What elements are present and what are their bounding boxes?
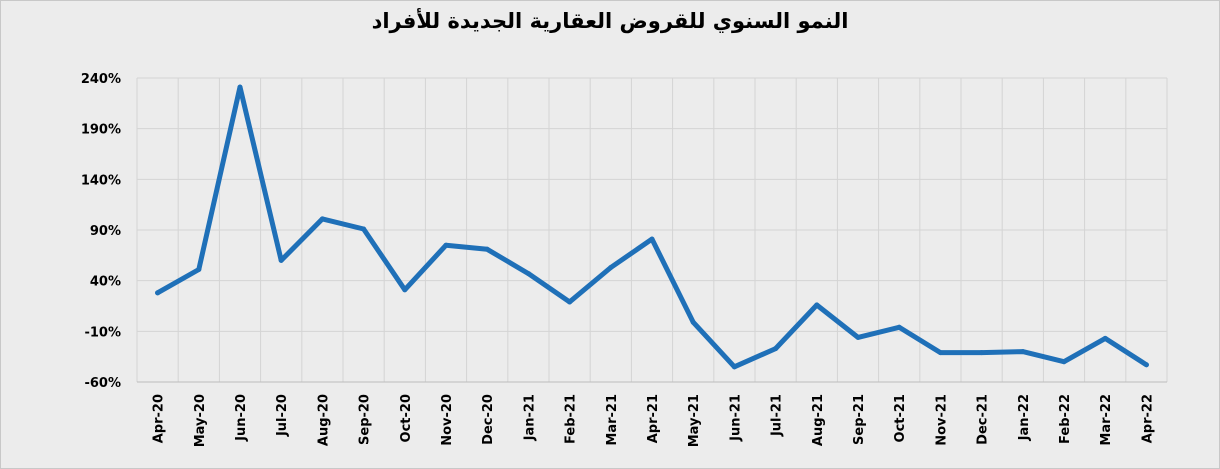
data-point	[1061, 359, 1067, 365]
data-point	[896, 324, 902, 330]
data-point	[608, 264, 614, 270]
data-point	[773, 346, 779, 352]
data-point	[979, 350, 985, 356]
x-tick-label: Aug-21	[811, 394, 826, 446]
data-point	[855, 334, 861, 340]
y-tick-label: 240%	[81, 72, 121, 87]
data-point	[319, 216, 325, 222]
data-point	[525, 271, 531, 277]
data-point	[1143, 362, 1149, 368]
x-tick-label: Nov-20	[440, 394, 455, 446]
x-tick-label: Jan-21	[522, 394, 537, 441]
x-tick-label: Feb-22	[1058, 394, 1073, 444]
x-tick-label: Jun-21	[728, 394, 743, 442]
x-tick-label: Jul-21	[770, 394, 785, 437]
x-tick-label: Apr-20	[152, 394, 167, 443]
y-tick-label: 40%	[90, 275, 121, 290]
x-tick-label: Jul-20	[275, 394, 290, 437]
x-tick-label: Nov-21	[934, 394, 949, 446]
data-point	[690, 319, 696, 325]
data-point	[237, 84, 243, 90]
data-point	[567, 299, 573, 305]
data-point	[649, 236, 655, 242]
x-tick-label: Oct-21	[893, 394, 908, 442]
x-axis-ticks: Apr-20 May-20 Jun-20 Jul-20 Aug-20 Sep-20 Oct-…	[152, 394, 1156, 447]
x-tick-label: May-21	[687, 394, 702, 447]
data-point	[484, 246, 490, 252]
x-tick-label: Jan-22	[1017, 394, 1032, 441]
x-tick-label: Aug-20	[316, 394, 331, 446]
y-tick-label: -10%	[84, 325, 121, 340]
x-tick-label: May-20	[193, 394, 208, 447]
x-tick-label: Apr-22	[1140, 394, 1155, 443]
data-point	[814, 302, 820, 308]
data-point	[1020, 349, 1026, 355]
y-tick-label: 140%	[81, 173, 121, 188]
x-tick-label: Jun-20	[234, 394, 249, 442]
y-axis-ticks: 240% 190% 140% 90% 40% -10% -60%	[81, 72, 121, 391]
y-tick-label: 190%	[81, 123, 121, 138]
gridlines	[136, 77, 1168, 383]
x-tick-label: Feb-21	[564, 394, 579, 444]
data-point	[731, 364, 737, 370]
x-tick-label: Sep-21	[852, 394, 867, 445]
data-point	[155, 290, 161, 296]
x-tick-label: Dec-21	[976, 394, 991, 445]
series-layer	[155, 84, 1149, 370]
data-point	[937, 350, 943, 356]
x-tick-label: Mar-22	[1099, 394, 1114, 446]
x-tick-label: Dec-20	[481, 394, 496, 445]
data-point	[402, 287, 408, 293]
y-tick-label: 90%	[90, 224, 121, 239]
data-point	[1102, 335, 1108, 341]
data-point	[278, 257, 284, 263]
data-point	[361, 226, 367, 232]
y-tick-label: -60%	[84, 376, 121, 391]
x-tick-label: Apr-21	[646, 394, 661, 443]
x-tick-label: Oct-20	[399, 394, 414, 442]
x-tick-label: Sep-20	[358, 394, 373, 445]
chart-title: النمو السنوي للقروض العقارية الجديدة للأ…	[371, 9, 849, 33]
data-point	[443, 242, 449, 248]
x-tick-label: Mar-21	[605, 394, 620, 446]
data-point	[196, 267, 202, 273]
